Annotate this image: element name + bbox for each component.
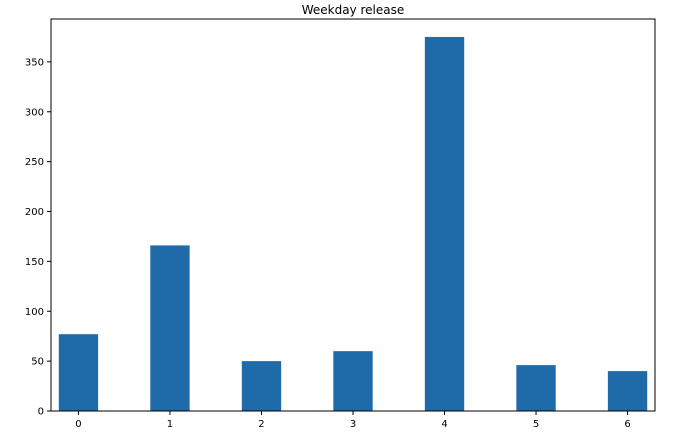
y-tick-label: 350	[25, 57, 44, 68]
y-tick-label: 300	[25, 107, 44, 118]
x-tick-label: 6	[624, 419, 630, 430]
x-tick-label: 3	[350, 419, 356, 430]
y-tick-label: 0	[38, 407, 44, 418]
y-tick-label: 250	[25, 157, 44, 168]
bar-4	[424, 36, 465, 411]
y-tick-label: 150	[25, 257, 44, 268]
bar-3	[333, 351, 373, 411]
bar-2	[241, 361, 282, 411]
plot-frame	[50, 18, 656, 412]
bars-group	[58, 36, 648, 411]
bar-1	[150, 245, 190, 411]
chart-title: Weekday release	[302, 3, 405, 17]
bar-5	[516, 365, 556, 411]
bar-6	[607, 371, 648, 411]
x-tick-label: 1	[167, 419, 173, 430]
y-axis: 0 50 100 150 200 250 300 350	[25, 57, 51, 418]
x-axis: 0 1 2 3 4 5 6	[75, 411, 631, 430]
y-tick-label: 50	[31, 357, 44, 368]
x-tick-label: 4	[441, 419, 447, 430]
x-tick-label: 2	[258, 419, 264, 430]
y-tick-label: 100	[25, 307, 44, 318]
bar-0	[58, 334, 99, 411]
y-tick-label: 200	[25, 207, 44, 218]
x-tick-label: 0	[75, 419, 81, 430]
x-tick-label: 5	[533, 419, 539, 430]
